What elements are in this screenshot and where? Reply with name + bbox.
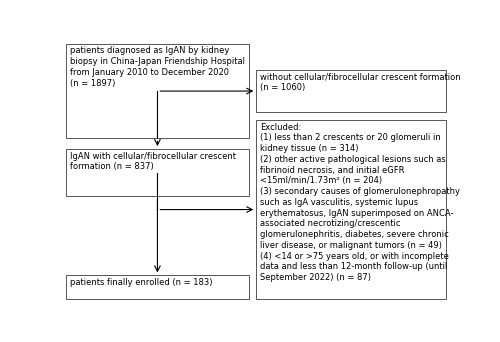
Text: IgAN with cellular/fibrocellular crescent
formation (n = 837): IgAN with cellular/fibrocellular crescen… (70, 152, 236, 171)
FancyBboxPatch shape (66, 275, 248, 299)
Text: patients finally enrolled (n = 183): patients finally enrolled (n = 183) (70, 278, 213, 287)
FancyBboxPatch shape (256, 120, 446, 299)
Text: Excluded:
(1) less than 2 crescents or 20 glomeruli in
kidney tissue (n = 314)
(: Excluded: (1) less than 2 crescents or 2… (260, 123, 460, 282)
FancyBboxPatch shape (256, 70, 446, 112)
FancyBboxPatch shape (66, 44, 248, 139)
Text: patients diagnosed as IgAN by kidney
biopsy in China-Japan Friendship Hospital
f: patients diagnosed as IgAN by kidney bio… (70, 46, 245, 88)
Text: without cellular/fibrocellular crescent formation
(n = 1060): without cellular/fibrocellular crescent … (260, 73, 461, 92)
FancyBboxPatch shape (66, 149, 248, 196)
